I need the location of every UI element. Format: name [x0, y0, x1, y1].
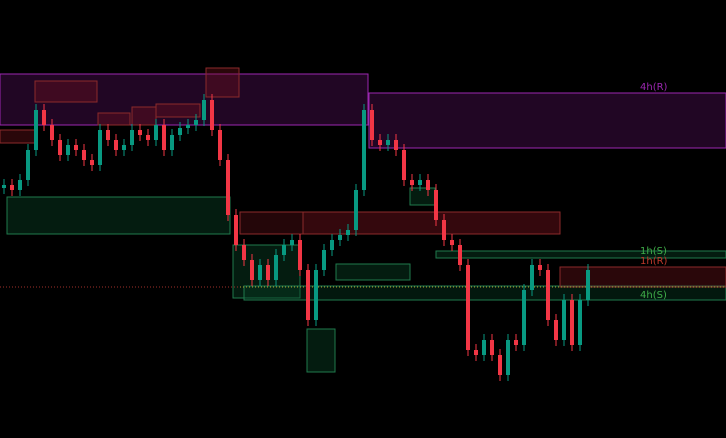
zone-resistance	[0, 129, 36, 144]
label-1h-s: 1h(S)	[640, 246, 667, 257]
candle-body	[170, 135, 174, 150]
candle-body	[178, 128, 182, 135]
zone-resistance	[131, 106, 157, 126]
candle-body	[202, 100, 206, 120]
candle-body	[466, 265, 470, 350]
candle-body	[530, 265, 534, 290]
candle-body	[258, 265, 262, 280]
candle-body	[306, 270, 310, 320]
candle-body	[138, 130, 142, 135]
zone-support	[6, 196, 231, 235]
candle-body	[122, 145, 126, 150]
zone-resistance	[302, 211, 561, 235]
candle-body	[346, 230, 350, 235]
candle-body	[266, 265, 270, 280]
candle-body	[458, 245, 462, 265]
candle-body	[546, 270, 550, 320]
candle-body	[442, 220, 446, 240]
candle-body	[242, 245, 246, 260]
zone-support	[409, 187, 436, 206]
candles	[2, 94, 590, 381]
candle-body	[506, 340, 510, 375]
candle-body	[66, 145, 70, 155]
candle-body	[298, 240, 302, 270]
candle-body	[226, 160, 230, 215]
zones	[0, 67, 726, 373]
candle-body	[386, 140, 390, 145]
candle-body	[130, 130, 134, 145]
zone-1h-support	[435, 250, 726, 259]
candle-body	[362, 110, 366, 190]
candle-body	[538, 265, 542, 270]
candle-body	[162, 125, 166, 150]
candle-body	[338, 235, 342, 240]
candle-body	[418, 180, 422, 185]
label-4h-r: 4h(R)	[640, 82, 668, 93]
candle-body	[218, 130, 222, 160]
candle-body	[498, 355, 502, 375]
candle-body	[578, 300, 582, 345]
candle-body	[586, 270, 590, 300]
zone-resistance	[97, 112, 131, 126]
candle-body	[234, 215, 238, 245]
zone-1h-resistance	[559, 266, 726, 288]
candle-body	[210, 100, 214, 130]
candle-body	[106, 130, 110, 140]
candle-body	[378, 140, 382, 145]
zone-support	[335, 263, 411, 281]
candle-body	[514, 340, 518, 345]
candle-body	[50, 125, 54, 140]
candle-body	[570, 300, 574, 345]
zone-support	[306, 328, 336, 373]
zone-4h-support	[243, 285, 726, 301]
candle-body	[90, 160, 94, 165]
candle-body	[394, 140, 398, 150]
zone-resistance	[205, 67, 240, 98]
candle-body	[474, 350, 478, 355]
candle-body	[82, 150, 86, 160]
label-4h-s: 4h(S)	[640, 290, 667, 301]
zone-resistance	[34, 80, 98, 103]
candle-body	[18, 180, 22, 190]
candle-body	[34, 110, 38, 150]
candle-body	[2, 185, 6, 188]
candle-body	[434, 190, 438, 220]
candle-body	[74, 145, 78, 150]
candle-body	[194, 120, 198, 125]
candle-body	[354, 190, 358, 230]
candle-body	[426, 180, 430, 190]
candle-body	[322, 250, 326, 270]
candle-body	[482, 340, 486, 355]
candle-body	[154, 125, 158, 140]
label-1h-r: 1h(R)	[640, 256, 668, 267]
candle-body	[370, 110, 374, 140]
candle-body	[490, 340, 494, 355]
candle-body	[410, 180, 414, 185]
candle-body	[250, 260, 254, 280]
candle-body	[290, 240, 294, 245]
candle-body	[562, 300, 566, 340]
candle-body	[282, 245, 286, 255]
zone-4h-resistance	[368, 92, 726, 149]
candle-body	[274, 255, 278, 280]
candle-body	[186, 125, 190, 128]
candle-body	[10, 185, 14, 190]
zone-resistance	[155, 103, 201, 118]
candle-body	[314, 270, 318, 320]
candle-body	[114, 140, 118, 150]
candle-body	[146, 135, 150, 140]
candle-body	[58, 140, 62, 155]
candle-body	[450, 240, 454, 245]
candle-body	[42, 110, 46, 125]
candle-body	[26, 150, 30, 180]
candle-body	[402, 150, 406, 180]
candle-body	[522, 290, 526, 345]
candle-body	[330, 240, 334, 250]
candle-body	[98, 130, 102, 165]
candle-body	[554, 320, 558, 340]
